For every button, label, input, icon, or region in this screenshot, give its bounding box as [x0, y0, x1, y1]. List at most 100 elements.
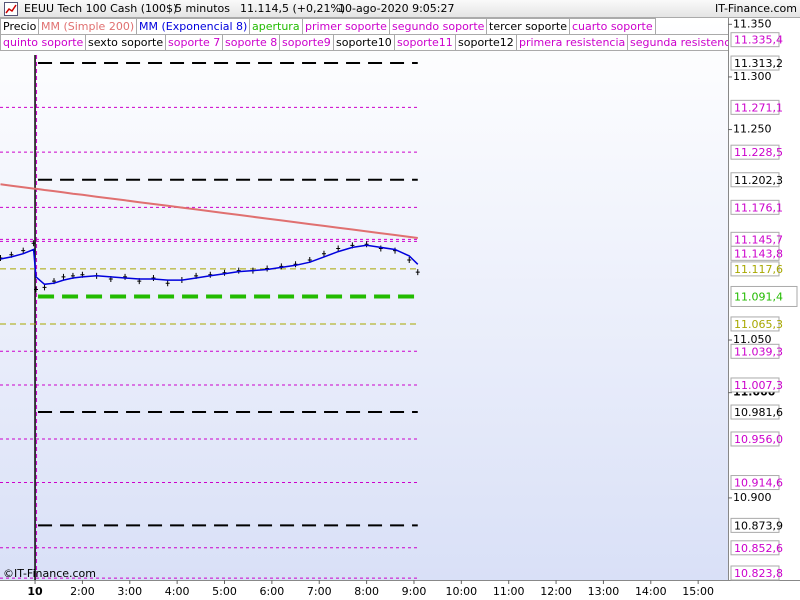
price-bar	[21, 247, 26, 254]
timeframe: 5 minutos	[175, 2, 230, 15]
legend-entry: soporte 8	[222, 34, 281, 51]
x-tick-label: 14:00	[635, 585, 667, 598]
level-label: 11.091,4	[734, 290, 783, 303]
level-label-box	[730, 172, 780, 188]
price-bar	[236, 267, 241, 274]
indicator-line	[0, 244, 419, 286]
x-tick-label: 4:00	[165, 585, 190, 598]
level-label-box	[730, 475, 780, 491]
price-bar	[208, 271, 213, 278]
price-bar	[42, 284, 47, 291]
x-tick-label: 7:00	[307, 585, 332, 598]
price-bar	[33, 286, 38, 293]
level-label-box	[730, 377, 780, 393]
level-label: 11.176,1	[734, 201, 783, 214]
price-bar	[321, 250, 326, 257]
level-label-box	[730, 99, 780, 115]
x-tick-label: 10:00	[445, 585, 477, 598]
legend-entry: tercer soporte	[486, 18, 570, 35]
legend-entry: soporte11	[394, 34, 456, 51]
level-label-box	[730, 285, 798, 307]
legend-entry: primer soporte	[302, 18, 390, 35]
legend-entry: soporte10	[333, 34, 395, 51]
x-tick-label: 5:00	[212, 585, 237, 598]
x-tick-label: 15:00	[682, 585, 714, 598]
level-label-box	[730, 316, 780, 332]
legend-entry: MM (Exponencial 8)	[136, 18, 251, 35]
x-tick-label: 2:00	[70, 585, 95, 598]
y-tick-label: 11.250	[733, 123, 772, 136]
legend-entry: segundo soporte	[389, 18, 488, 35]
legend: Precio MM (Simple 200) MM (Exponencial 8) a…	[0, 18, 728, 51]
legend-entry: cuarto soporte	[569, 18, 656, 35]
legend-entry: soporte12	[455, 34, 517, 51]
level-label-box	[730, 245, 780, 261]
chart-icon	[4, 2, 18, 16]
level-label: 10.823,8	[734, 567, 783, 580]
x-tick-label: 11:00	[493, 585, 525, 598]
legend-entry: primera resistencia	[516, 34, 629, 51]
price-bar	[364, 241, 369, 248]
price-bar	[222, 269, 227, 276]
y-tick-label: 11.050	[733, 333, 772, 346]
legend-entry: segunda resistencia	[627, 34, 728, 51]
x-axis-background	[0, 580, 800, 600]
price-bar	[151, 274, 156, 281]
legend-entry: sexto soporte	[85, 34, 167, 51]
price-bar	[31, 240, 36, 247]
price-bar	[165, 280, 170, 287]
x-tick-label: 9:00	[402, 585, 427, 598]
price-bar	[265, 265, 270, 272]
legend-entry: soporte 7	[165, 34, 224, 51]
header: EEUU Tech 100 Cash (100$) 5 minutos 11.1…	[0, 0, 800, 18]
level-label: 11.039,3	[734, 345, 783, 358]
x-tick-label: 8:00	[354, 585, 379, 598]
last-price: 11.114,5 (+0,21%)	[240, 2, 346, 15]
price-bar	[415, 269, 420, 276]
level-label: 10.956,0	[734, 433, 783, 446]
level-label: 11.313,2	[734, 57, 783, 70]
level-label-box	[730, 431, 780, 447]
legend-entry: apertura	[249, 18, 303, 35]
level-label: 11.143,8	[734, 247, 783, 260]
level-label: 11.007,3	[734, 379, 783, 392]
level-label-box	[730, 199, 780, 215]
level-label-box	[730, 565, 780, 581]
legend-entry: MM (Simple 200)	[38, 18, 138, 35]
x-tick-label: 13:00	[588, 585, 620, 598]
level-label-box	[730, 55, 780, 71]
x-tick-label: 6:00	[260, 585, 285, 598]
brand: IT-Finance.com	[715, 2, 797, 15]
level-label: 10.852,6	[734, 542, 783, 555]
x-tick-label: 3:00	[117, 585, 142, 598]
copyright: ©IT-Finance.com	[3, 567, 96, 580]
legend-entry: Precio	[0, 18, 40, 35]
level-label: 11.335,4	[734, 34, 783, 47]
level-label-box	[730, 404, 780, 420]
legend-entry: soporte9	[279, 34, 334, 51]
level-label-box	[730, 517, 780, 533]
level-label: 10.981,6	[734, 406, 783, 419]
price-bar	[61, 273, 66, 280]
level-label-box	[730, 261, 780, 277]
price-bar	[378, 245, 383, 252]
level-label: 11.065,3	[734, 318, 783, 331]
legend-entry: quinto soporte	[0, 34, 87, 51]
plot-background	[0, 18, 728, 580]
x-tick-label: 10	[27, 585, 43, 598]
level-label-box	[730, 540, 780, 556]
x-tick-label: 12:00	[540, 585, 572, 598]
level-label-box	[730, 144, 780, 160]
price-bar	[123, 273, 128, 280]
price-bar	[336, 245, 341, 252]
level-label-box	[730, 32, 780, 48]
y-tick-label: 11.350	[733, 17, 772, 30]
price-bar	[279, 263, 284, 270]
level-label: 11.271,1	[734, 101, 783, 114]
price-bar	[407, 257, 412, 264]
level-label: 11.145,7	[734, 233, 783, 246]
y-tick-label: 11.300	[733, 70, 772, 83]
level-label-box	[730, 343, 780, 359]
